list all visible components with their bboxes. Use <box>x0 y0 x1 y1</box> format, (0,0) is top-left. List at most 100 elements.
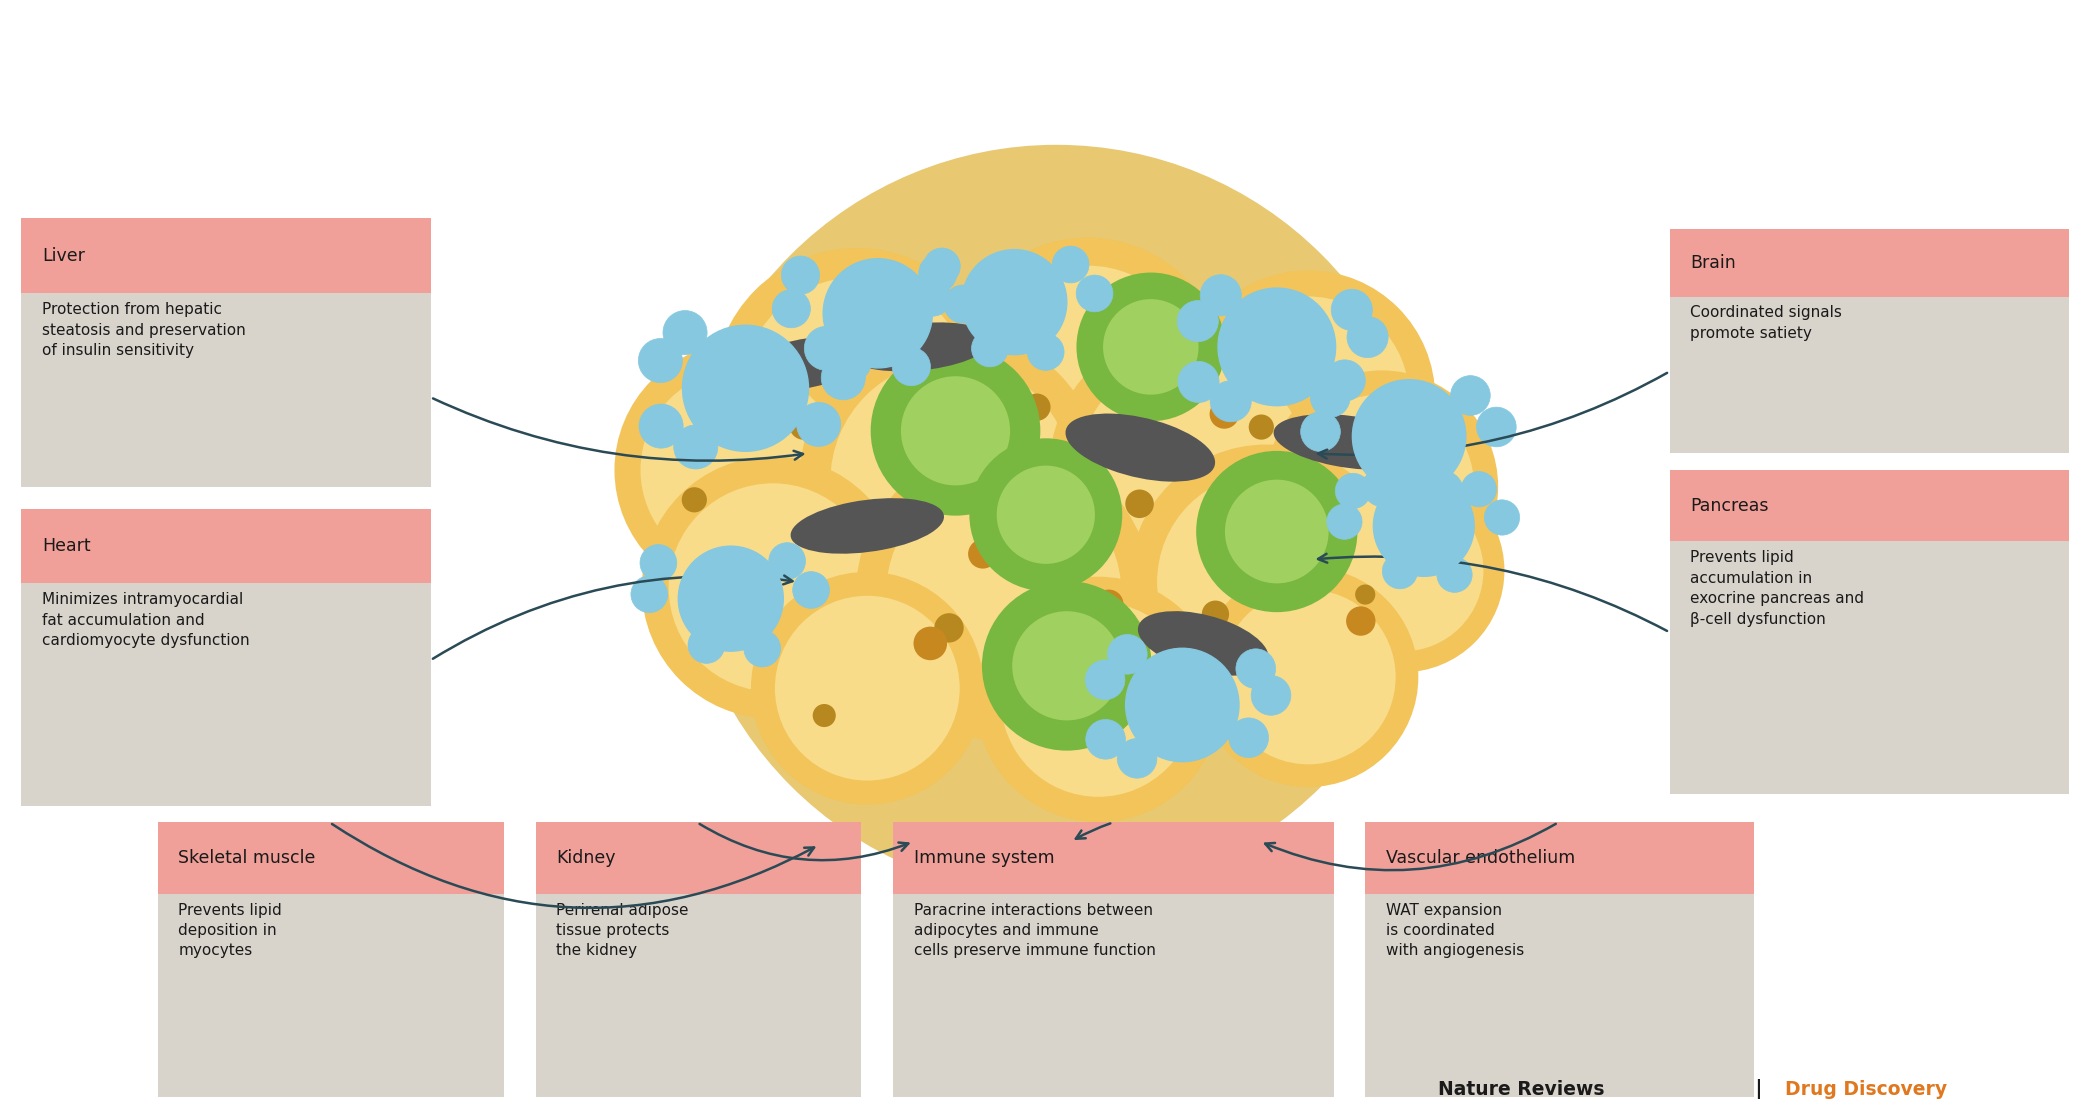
Ellipse shape <box>968 539 997 568</box>
Ellipse shape <box>1237 309 1260 332</box>
Ellipse shape <box>712 605 737 631</box>
Ellipse shape <box>1346 317 1388 358</box>
Ellipse shape <box>1451 376 1491 415</box>
Ellipse shape <box>1228 718 1268 758</box>
Ellipse shape <box>792 572 830 609</box>
Ellipse shape <box>901 376 1010 486</box>
Ellipse shape <box>1094 590 1124 619</box>
Ellipse shape <box>1132 711 1155 733</box>
Text: |: | <box>1749 1079 1768 1099</box>
Ellipse shape <box>1430 540 1449 561</box>
Ellipse shape <box>943 285 983 323</box>
Text: Protection from hepatic
steatosis and preservation
of insulin sensitivity: Protection from hepatic steatosis and pr… <box>42 302 246 358</box>
Ellipse shape <box>1241 472 1270 501</box>
Ellipse shape <box>1201 601 1228 628</box>
Ellipse shape <box>1023 394 1050 421</box>
Ellipse shape <box>972 330 1008 367</box>
Ellipse shape <box>880 501 909 533</box>
Ellipse shape <box>1354 423 1376 445</box>
Bar <box>1670 470 2068 542</box>
Text: Liver: Liver <box>42 247 84 265</box>
Bar <box>158 822 504 894</box>
Ellipse shape <box>1346 606 1376 636</box>
Ellipse shape <box>1378 498 1399 518</box>
Ellipse shape <box>821 356 865 399</box>
Ellipse shape <box>743 630 781 667</box>
Ellipse shape <box>1373 514 1394 534</box>
Text: Drug Discovery: Drug Discovery <box>1785 1080 1947 1099</box>
Ellipse shape <box>775 595 960 781</box>
Ellipse shape <box>674 425 718 469</box>
Ellipse shape <box>918 254 958 292</box>
Ellipse shape <box>1157 472 1376 692</box>
Ellipse shape <box>1336 473 1371 509</box>
Ellipse shape <box>781 256 819 294</box>
Ellipse shape <box>1027 333 1065 370</box>
Ellipse shape <box>813 704 836 727</box>
Ellipse shape <box>1441 498 1462 518</box>
Bar <box>1670 229 2068 297</box>
Ellipse shape <box>1126 489 1153 518</box>
Ellipse shape <box>1359 405 1382 429</box>
Ellipse shape <box>680 586 701 606</box>
Ellipse shape <box>1453 511 1472 532</box>
Ellipse shape <box>1352 379 1466 493</box>
Ellipse shape <box>934 613 964 642</box>
Ellipse shape <box>1462 471 1497 507</box>
Text: Nature Reviews: Nature Reviews <box>1438 1080 1604 1099</box>
Ellipse shape <box>1441 421 1464 443</box>
Ellipse shape <box>970 439 1121 591</box>
Bar <box>536 822 861 894</box>
Ellipse shape <box>1224 480 1329 583</box>
Ellipse shape <box>1289 394 1474 580</box>
Ellipse shape <box>1237 649 1275 688</box>
Ellipse shape <box>769 543 806 580</box>
Ellipse shape <box>1002 602 1195 797</box>
Ellipse shape <box>976 577 1220 821</box>
Text: Vascular endothelium: Vascular endothelium <box>1386 849 1575 867</box>
Ellipse shape <box>1201 274 1241 316</box>
Ellipse shape <box>1086 660 1126 699</box>
Bar <box>21 218 430 293</box>
Ellipse shape <box>1086 720 1126 759</box>
Ellipse shape <box>1218 288 1336 406</box>
Ellipse shape <box>987 450 1021 483</box>
Ellipse shape <box>1138 611 1268 676</box>
Ellipse shape <box>735 613 756 634</box>
Bar <box>892 822 1334 894</box>
Ellipse shape <box>773 290 811 328</box>
Text: Kidney: Kidney <box>556 849 615 867</box>
Ellipse shape <box>1132 681 1155 704</box>
Ellipse shape <box>1354 584 1376 604</box>
Ellipse shape <box>668 483 878 692</box>
Bar <box>1365 894 1754 1097</box>
Ellipse shape <box>1256 692 1279 714</box>
Ellipse shape <box>909 298 930 320</box>
Ellipse shape <box>924 248 960 284</box>
Ellipse shape <box>798 408 832 442</box>
Ellipse shape <box>643 458 903 717</box>
Ellipse shape <box>968 274 989 294</box>
Ellipse shape <box>790 498 945 554</box>
Ellipse shape <box>630 576 668 613</box>
Ellipse shape <box>1052 246 1090 283</box>
Ellipse shape <box>769 394 794 419</box>
Ellipse shape <box>1107 634 1147 674</box>
Ellipse shape <box>1220 590 1396 764</box>
Ellipse shape <box>781 370 806 396</box>
Ellipse shape <box>964 290 985 310</box>
Ellipse shape <box>1197 452 1357 611</box>
Ellipse shape <box>1302 317 1325 340</box>
Ellipse shape <box>1012 611 1121 721</box>
Bar <box>1670 297 2068 453</box>
Bar <box>21 293 430 487</box>
Ellipse shape <box>741 337 867 391</box>
Bar <box>536 894 861 1097</box>
Ellipse shape <box>1018 317 1040 338</box>
Ellipse shape <box>1031 273 1052 294</box>
Ellipse shape <box>823 300 846 322</box>
Ellipse shape <box>1210 399 1239 429</box>
Ellipse shape <box>1117 739 1157 778</box>
Bar <box>1365 822 1754 894</box>
Ellipse shape <box>1065 414 1216 481</box>
